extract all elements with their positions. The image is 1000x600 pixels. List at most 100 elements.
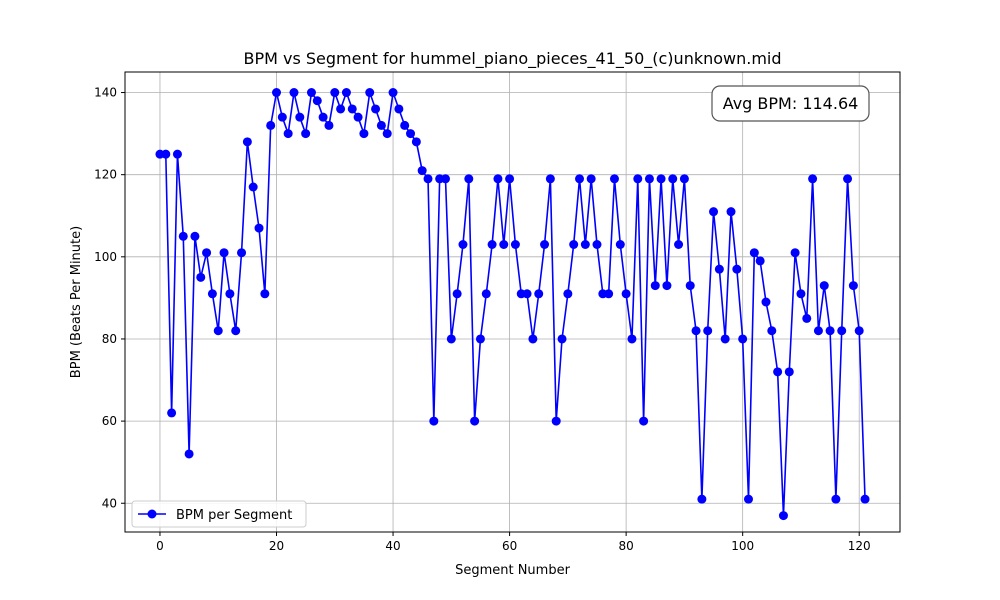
data-point-41 [394,104,404,114]
data-point-96 [714,264,724,274]
x-tick-label-2: 40 [385,539,400,553]
data-point-27 [312,96,322,106]
data-point-10 [213,326,223,336]
data-point-80 [621,289,631,299]
x-tick-label-3: 60 [502,539,517,553]
avg-bpm-annotation: Avg BPM: 114.64 [711,85,870,122]
data-point-66 [540,240,550,249]
y-tick-label-2: 80 [102,332,117,346]
x-tick-label-6: 120 [848,539,871,553]
data-point-99 [732,264,742,274]
data-point-77 [604,289,614,299]
x-tick-label-5: 100 [731,539,754,553]
data-point-57 [487,240,497,249]
data-point-12 [225,289,235,299]
data-point-92 [691,326,701,336]
data-point-22 [283,129,293,139]
legend: BPM per Segment [131,500,307,528]
data-point-47 [429,416,439,426]
data-point-5 [184,449,194,459]
data-point-50 [446,334,456,344]
data-point-110 [796,289,806,299]
data-point-17 [254,223,264,233]
data-point-103 [755,256,765,266]
data-point-8 [202,248,212,258]
data-point-23 [289,88,299,98]
data-point-112 [808,174,818,184]
data-point-40 [388,88,398,98]
data-point-11 [219,248,229,258]
x-tick-label-1: 20 [269,539,284,553]
y-tick-label-4: 120 [94,168,117,182]
data-point-65 [534,289,544,299]
data-point-68 [551,416,561,426]
data-point-46 [423,174,433,184]
data-point-3 [172,149,182,159]
data-point-79 [615,240,625,249]
data-point-98 [726,207,736,217]
data-point-13 [231,326,241,336]
data-point-97 [720,334,730,344]
data-point-89 [674,240,684,249]
y-axis-label: BPM (Beats Per Minute) [69,226,84,378]
data-point-63 [522,289,532,299]
legend-box [131,500,307,528]
data-point-102 [749,248,759,258]
data-point-29 [324,120,334,130]
data-point-42 [400,120,410,130]
data-point-4 [178,231,188,241]
data-point-6 [190,231,200,241]
data-point-24 [295,112,305,122]
avg-bpm-text: Avg BPM: 114.64 [723,94,859,113]
data-point-19 [266,120,276,130]
data-point-54 [470,416,480,426]
data-point-120 [854,326,864,336]
data-point-30 [330,88,340,98]
data-point-45 [417,166,427,176]
data-point-15 [242,137,252,147]
y-axis-ticks: 40 60 80 100 120 140 [94,86,125,510]
data-point-105 [767,326,777,336]
data-point-117 [837,326,847,336]
y-tick-label-5: 140 [94,86,117,100]
data-point-53 [464,174,474,184]
data-point-74 [586,174,596,184]
data-point-78 [609,174,619,184]
data-point-2 [167,408,177,418]
data-point-33 [347,104,357,114]
data-point-9 [207,289,217,299]
data-point-72 [575,174,585,184]
series-bpm-per-segment [155,88,870,521]
data-point-49 [440,174,450,184]
data-point-75 [592,240,602,249]
data-point-86 [656,174,666,184]
data-point-93 [697,494,707,504]
data-point-14 [237,248,247,258]
data-point-111 [802,313,812,323]
data-point-28 [318,112,328,122]
y-tick-label-3: 100 [94,250,117,264]
data-point-121 [860,494,870,504]
data-point-84 [644,174,654,184]
data-point-95 [709,207,719,217]
x-axis-ticks: 0 20 40 60 80 100 120 [156,532,871,553]
data-point-69 [557,334,567,344]
data-point-31 [336,104,346,114]
data-point-67 [545,174,555,184]
data-point-16 [248,182,258,192]
x-tick-label-0: 0 [156,539,164,553]
data-point-118 [843,174,853,184]
data-point-37 [371,104,381,114]
data-point-51 [452,289,462,299]
avg-bpm-box [711,85,870,122]
data-point-18 [260,289,270,299]
data-point-73 [580,240,590,249]
data-point-101 [743,494,753,504]
plot-area-frame [124,71,901,533]
data-point-115 [825,326,835,336]
data-point-85 [650,281,660,291]
data-point-55 [475,334,485,344]
data-point-70 [563,289,573,299]
data-point-7 [196,272,206,282]
